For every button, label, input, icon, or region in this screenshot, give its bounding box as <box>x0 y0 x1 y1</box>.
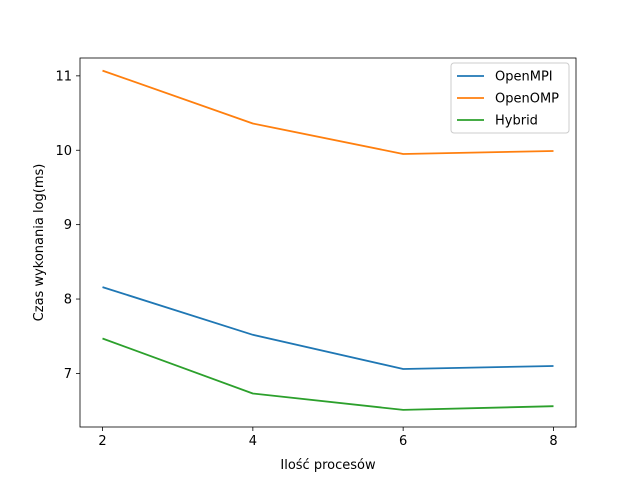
legend-label: Hybrid <box>495 114 538 129</box>
legend-box <box>450 62 570 134</box>
series-layer <box>102 69 554 411</box>
x-tick-label: 4 <box>249 434 257 449</box>
series-line-openomp <box>102 69 554 155</box>
y-tick-label: 11 <box>55 69 72 84</box>
series-line-openmpi <box>102 286 554 370</box>
series-line-hybrid <box>102 337 554 411</box>
x-axis-label: Ilość procesów <box>280 458 376 473</box>
y-tick-label: 10 <box>55 144 72 159</box>
y-tick-label: 8 <box>64 293 72 308</box>
legend-label: OpenOMP <box>495 92 559 107</box>
x-tick-label: 8 <box>549 434 557 449</box>
legend-label: OpenMPI <box>495 70 553 85</box>
x-tick-label: 2 <box>98 434 106 449</box>
x-axis-ticks: 2 4 6 8 <box>98 427 558 449</box>
x-tick-label: 6 <box>399 434 407 449</box>
y-axis-label: Czas wykonania log(ms) <box>32 164 47 322</box>
y-tick-label: 9 <box>64 218 72 233</box>
axes-frame <box>79 57 577 428</box>
y-axis-ticks: 7 8 9 10 11 <box>55 69 80 382</box>
legend: OpenMPI OpenOMP Hybrid <box>450 62 570 134</box>
y-tick-label: 7 <box>64 367 72 382</box>
